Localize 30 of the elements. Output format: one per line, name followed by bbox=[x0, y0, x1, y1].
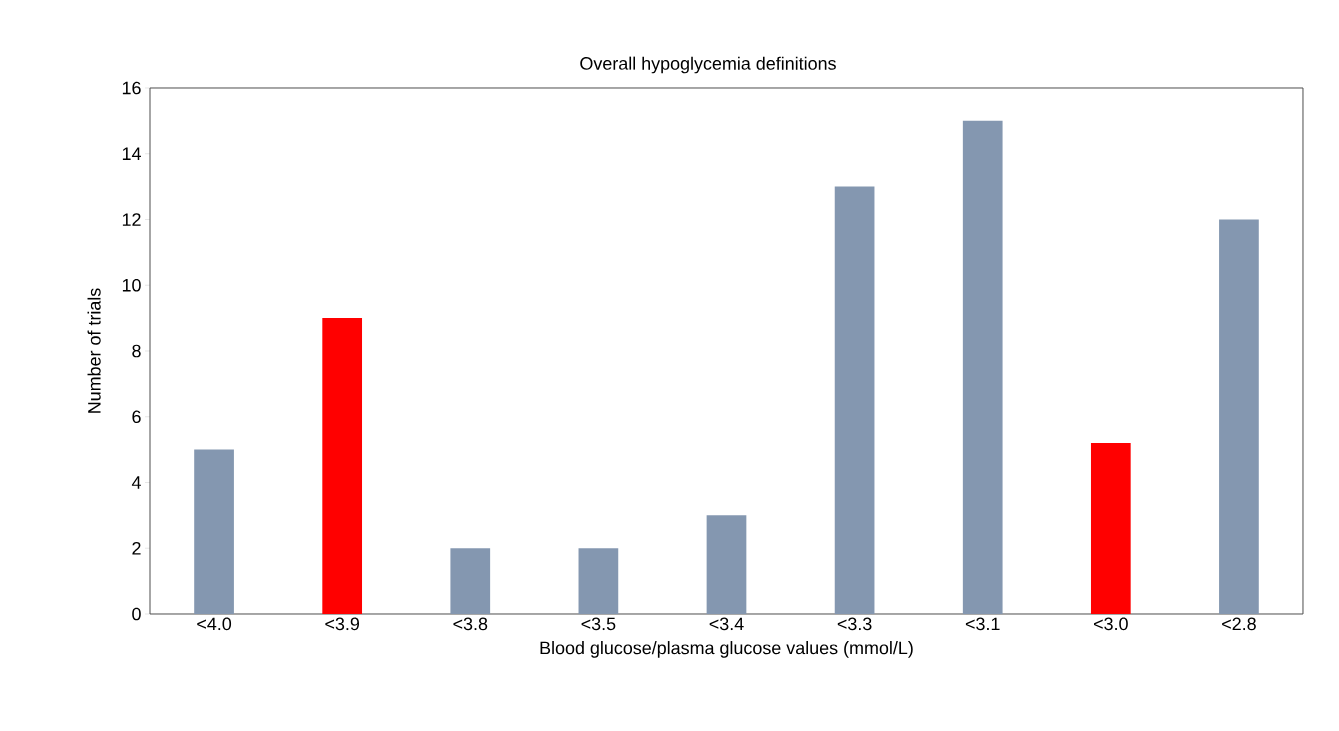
x-tick-label: <3.5 bbox=[581, 617, 616, 631]
x-tick-label: <3.1 bbox=[965, 617, 1000, 631]
bar bbox=[962, 120, 1003, 614]
bar bbox=[1219, 219, 1259, 614]
bar bbox=[706, 515, 747, 614]
x-tick-label: <4.0 bbox=[197, 617, 232, 631]
bar bbox=[578, 548, 619, 614]
y-tick-label: 16 bbox=[122, 81, 141, 95]
bar bbox=[1090, 443, 1131, 614]
x-tick-label: <3.8 bbox=[453, 617, 488, 631]
bar bbox=[834, 186, 875, 614]
x-tick-label: <3.9 bbox=[325, 617, 360, 631]
y-tick-label: 6 bbox=[132, 410, 141, 424]
y-tick-label: 8 bbox=[132, 344, 141, 358]
y-tick-label: 0 bbox=[132, 607, 141, 621]
y-tick-label: 12 bbox=[122, 213, 141, 226]
bar bbox=[322, 318, 363, 614]
y-axis-title: Number of trials bbox=[87, 288, 101, 413]
x-tick-label: <3.0 bbox=[1094, 617, 1128, 631]
y-tick-label: 4 bbox=[131, 476, 141, 489]
x-axis-title: Blood glucose/plasma glucose values (mmol/L) bbox=[540, 641, 913, 658]
bar bbox=[194, 449, 234, 614]
y-tick-label: 10 bbox=[122, 278, 141, 292]
bar bbox=[450, 548, 491, 614]
chart-title: Overall hypoglycemia definitions bbox=[580, 56, 836, 74]
y-tick-label: 2 bbox=[132, 541, 141, 555]
x-tick-label: <2.8 bbox=[1222, 617, 1256, 631]
x-tick-label: <3.4 bbox=[709, 617, 744, 631]
x-tick-label: <3.3 bbox=[837, 617, 872, 631]
y-tick-label: 14 bbox=[122, 147, 141, 160]
